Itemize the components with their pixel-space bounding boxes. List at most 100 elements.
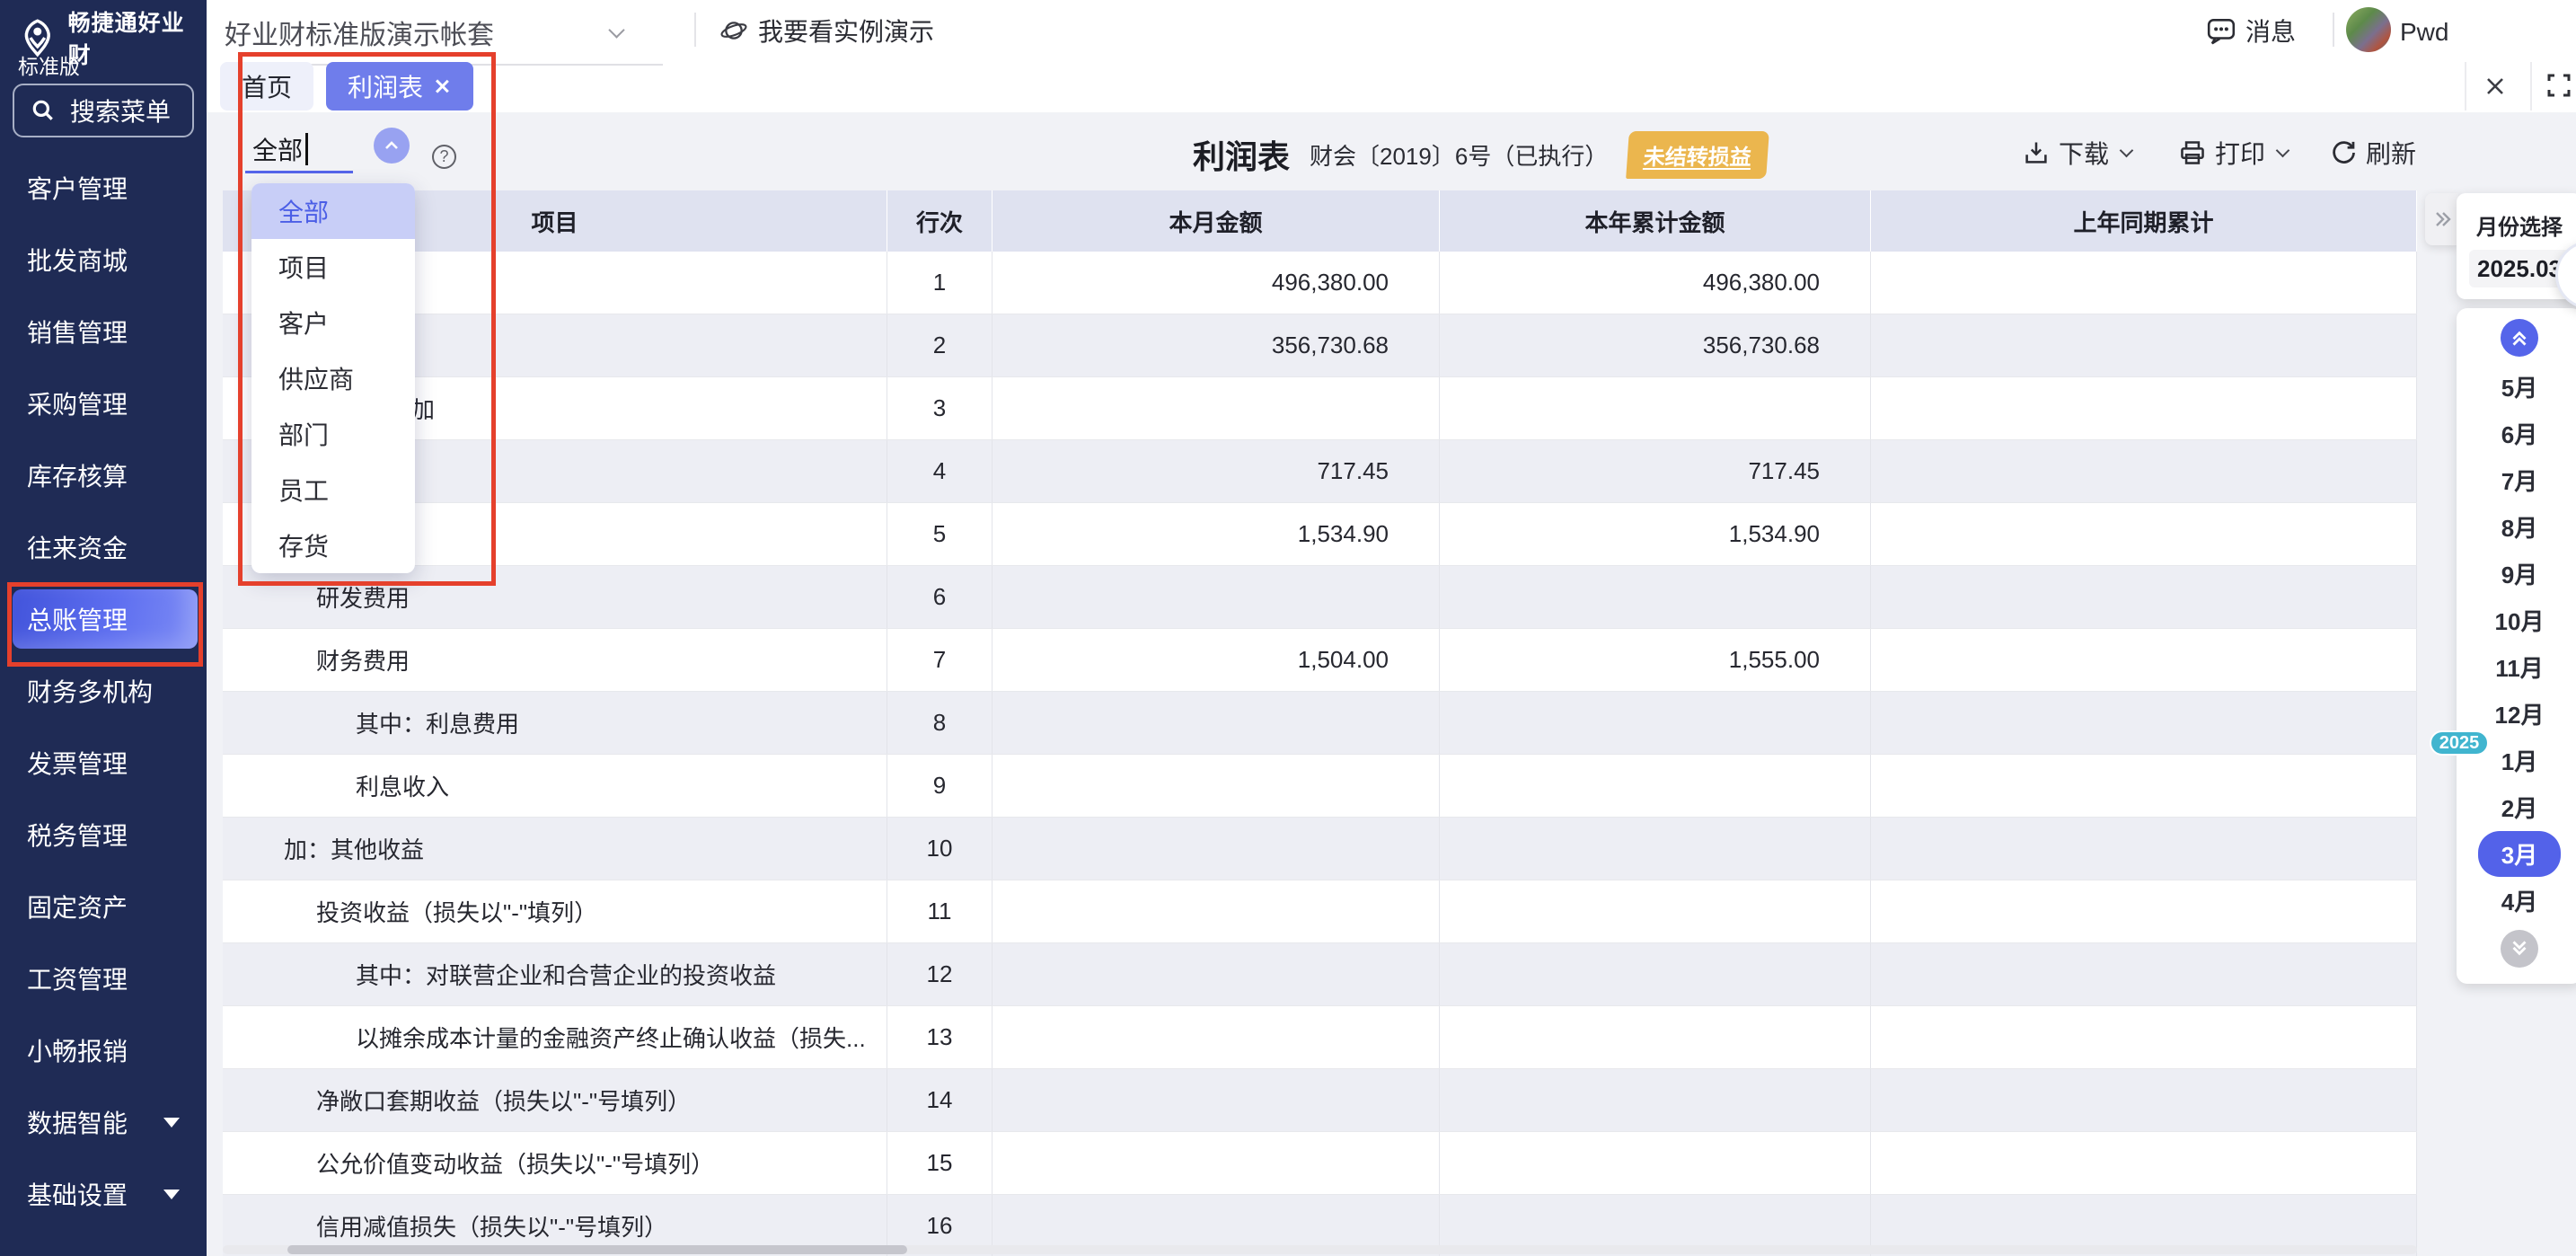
sidebar-item-data-intelligence[interactable]: 数据智能 [0,1086,207,1158]
table-row[interactable]: 公允价值变动收益（损失以"-"号填列） 15 [223,1132,2417,1195]
demo-link-label: 我要看实例演示 [758,18,935,46]
year-badge: 2025 [2430,730,2489,756]
report-header: 利润表 财会〔2019〕6号（已执行） 未结转损益 [1193,129,1770,180]
month-label: 2月 [2501,794,2538,822]
current-period[interactable]: 2025.03 [2469,250,2570,287]
scroll-down-icon[interactable] [2501,930,2538,968]
dimension-dropdown: 全部项目客户供应商部门员工存货 [251,183,415,573]
sidebar-item-receivable-funds[interactable]: 往来资金 [0,511,207,583]
line-number-cell: 8 [887,692,992,754]
month-panel-title: 月份选择 [2476,216,2563,240]
table-row[interactable]: 加：其他收益 10 [223,818,2417,880]
logo[interactable]: 畅捷通好业财 [18,5,207,70]
refresh-button[interactable]: 刷新 [2330,135,2416,171]
sidebar-item-inventory-accounting[interactable]: 库存核算 [0,439,207,511]
scrollbar-thumb[interactable] [287,1245,907,1254]
table-row[interactable]: 其中：对联营企业和合营企业的投资收益 12 [223,943,2417,1006]
demo-link[interactable]: 我要看实例演示 [720,13,934,49]
sidebar-item-fixed-assets[interactable]: 固定资产 [0,871,207,942]
fullscreen-icon[interactable] [2545,72,2572,99]
filter-option-inventory[interactable]: 存货 [278,533,330,561]
filter-option-department[interactable]: 部门 [278,421,330,449]
month-2月[interactable]: 2月 [2457,783,2576,830]
sidebar-item-tax-management[interactable]: 税务管理 [0,799,207,871]
table-row[interactable]: 财务费用 7 1,504.00 1,555.00 [223,629,2417,692]
filter-option-project[interactable]: 项目 [278,254,330,282]
sidebar-item-purchase-management[interactable]: 采购管理 [0,367,207,439]
sidebar-item-label: 财务多机构 [27,678,154,706]
month-8月[interactable]: 8月 [2457,503,2576,550]
close-icon[interactable] [432,76,452,96]
sidebar-item-basic-settings[interactable]: 基础设置 [0,1158,207,1230]
unposted-profit-badge[interactable]: 未结转损益 [1626,130,1770,179]
filter-option-employee[interactable]: 员工 [278,477,330,505]
filter-option-customer[interactable]: 客户 [278,310,330,338]
month-11月[interactable]: 11月 [2457,643,2576,690]
filter-option-supplier[interactable]: 供应商 [278,366,355,394]
refresh-label: 刷新 [2366,140,2417,168]
month-label: 8月 [2501,514,2538,542]
month-3月[interactable]: 3月 [2457,830,2576,877]
account-selector[interactable]: 好业财标准版演示帐套 [225,13,625,52]
sidebar-item-label: 工资管理 [27,966,128,994]
sidebar-item-xiaochang-expense[interactable]: 小畅报销 [0,1014,207,1086]
sidebar-item-general-ledger[interactable]: 总账管理 [0,583,207,655]
column-header: 行次 [887,190,992,252]
month-amount-cell: 717.45 [992,440,1440,502]
sidebar-item-sales-management[interactable]: 销售管理 [0,296,207,367]
month-amount-cell [992,1006,1440,1068]
month-1月[interactable]: 1月 2025 [2430,730,2576,783]
scroll-up-icon[interactable] [2501,319,2538,357]
sidebar-item-invoice-management[interactable]: 发票管理 [0,727,207,799]
collapse-icon[interactable] [2425,193,2458,245]
user-name[interactable]: Pwd [2400,18,2449,46]
table-row[interactable]: 2 356,730.68 356,730.68 [223,314,2417,377]
caret-up-icon[interactable] [374,128,410,164]
search-input[interactable]: 搜索菜单 [13,84,194,137]
line-number-cell: 6 [887,566,992,628]
download-button[interactable]: 下载 [2023,135,2134,171]
sidebar-item-payroll-management[interactable]: 工资管理 [0,942,207,1014]
tab-profit-statement[interactable]: 利润表 [326,62,474,111]
download-label: 下载 [2059,140,2110,168]
prior-amount-cell [1871,1069,2417,1131]
print-button[interactable]: 打印 [2179,135,2290,171]
horizontal-scrollbar[interactable] [223,1245,2417,1254]
table-row[interactable]: 净敞口套期收益（损失以"-"号填列） 14 [223,1069,2417,1132]
table-row[interactable]: 投资收益（损失以"-"填列） 11 [223,880,2417,943]
messages-button[interactable]: 消息 [2206,13,2296,49]
table-row[interactable]: 利息收入 9 [223,755,2417,818]
month-9月[interactable]: 9月 [2457,550,2576,597]
sidebar-item-wholesale-mall[interactable]: 批发商城 [0,224,207,296]
filter-option-all[interactable]: 全部 [251,183,415,239]
table-row[interactable]: 5 1,534.90 1,534.90 [223,503,2417,566]
sidebar-item-label: 数据智能 [27,1110,128,1137]
month-10月[interactable]: 10月 [2457,597,2576,643]
tab-home[interactable]: 首页 [220,62,314,111]
month-list: 5月 6月 7月 8月 9月 10月 11月 12月 1月 2025 2月 3月 4月 [2430,363,2576,924]
close-icon[interactable] [2481,72,2510,101]
help-icon[interactable]: ? [432,145,456,169]
month-6月[interactable]: 6月 [2457,410,2576,456]
table-body: 1 496,380.00 496,380.00 2 356,730.68 356,730.… [223,252,2417,1256]
prior-amount-cell [1871,566,2417,628]
avatar[interactable] [2346,7,2391,52]
month-4月[interactable]: 4月 [2457,877,2576,924]
sidebar-item-label: 总账管理 [27,606,128,634]
table-row[interactable]: 研发费用 6 [223,566,2417,629]
sidebar-item-customer-management[interactable]: 客户管理 [0,152,207,224]
table-row[interactable]: 其中：利息费用 8 [223,692,2417,755]
dimension-filter-input[interactable]: 全部 [252,131,309,167]
month-label: 11月 [2495,654,2544,682]
month-5月[interactable]: 5月 [2457,363,2576,410]
prior-amount-cell [1871,1006,2417,1068]
table-row[interactable]: 以摊余成本计量的金融资产终止确认收益（损失... 13 [223,1006,2417,1069]
month-12月[interactable]: 12月 [2457,690,2576,737]
sidebar-item-label: 小畅报销 [27,1038,128,1066]
sidebar-item-finance-multi-org[interactable]: 财务多机构 [0,655,207,727]
table-row[interactable]: 4 717.45 717.45 [223,440,2417,503]
item-cell: 公允价值变动收益（损失以"-"号填列） [223,1132,887,1194]
table-row[interactable]: 1 496,380.00 496,380.00 [223,252,2417,314]
month-7月[interactable]: 7月 [2457,456,2576,503]
